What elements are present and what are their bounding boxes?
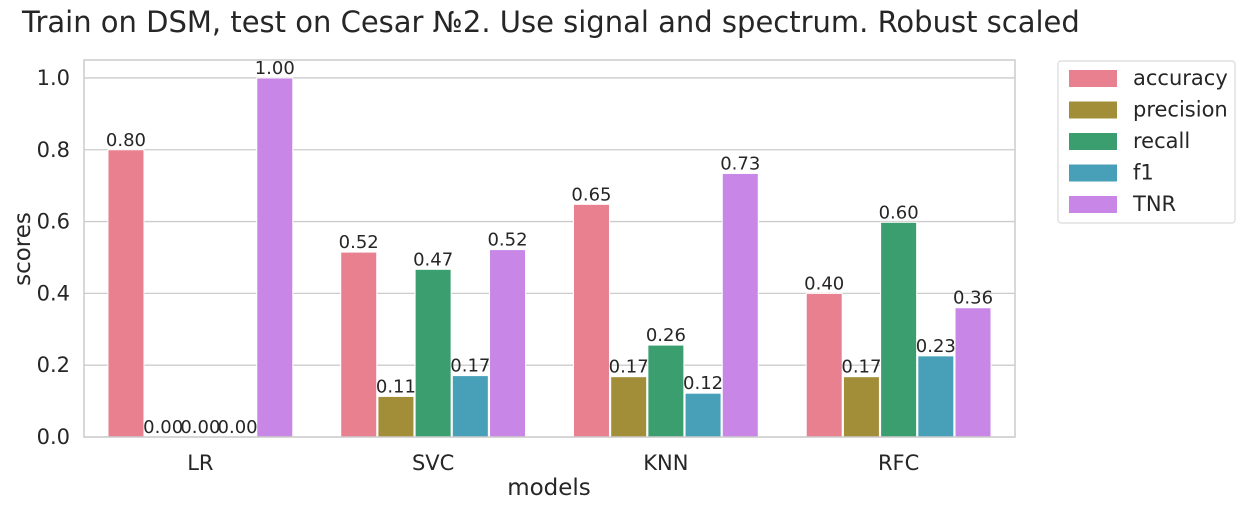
bar-accuracy-RFC <box>805 292 843 438</box>
bar-TNR-SVC <box>489 249 527 438</box>
legend-label-accuracy: accuracy <box>1133 66 1228 90</box>
bar-value-label: 0.00 <box>180 417 220 438</box>
bar-value-label: 0.52 <box>487 230 527 251</box>
x-tick-label: RFC <box>878 451 919 475</box>
y-tick-label: 0.0 <box>37 425 70 449</box>
chart-title: Train on DSM, test on Cesar №2. Use sign… <box>21 5 1080 39</box>
legend-swatch-accuracy <box>1069 70 1117 87</box>
y-tick-label: 0.4 <box>37 281 70 305</box>
bar-value-label: 0.17 <box>841 357 881 378</box>
y-tick-label: 1.0 <box>37 66 70 90</box>
bar-value-label: 0.47 <box>413 249 453 270</box>
bar-recall-RFC <box>880 221 918 438</box>
bar-value-label: 0.36 <box>953 288 993 309</box>
bar-value-label: 0.40 <box>804 273 844 294</box>
bar-value-label: 0.00 <box>143 417 183 438</box>
bars <box>107 77 992 438</box>
bar-f1-SVC <box>451 375 489 438</box>
bar-recall-SVC <box>414 268 452 438</box>
bar-value-label: 0.17 <box>450 356 490 377</box>
bar-value-label: 0.23 <box>916 336 956 357</box>
bar-precision-RFC <box>842 376 880 438</box>
bar-recall-KNN <box>647 344 685 438</box>
y-axis-label: scores <box>10 212 36 286</box>
bar-f1-KNN <box>684 392 722 438</box>
bar-value-label: 1.00 <box>255 58 295 79</box>
x-axis-label: models <box>507 475 591 501</box>
x-axis-ticks: LR SVC KNN RFC <box>187 451 919 475</box>
bar-value-label: 0.65 <box>571 184 611 205</box>
bar-value-label: 0.52 <box>339 232 379 253</box>
legend-swatch-f1 <box>1069 164 1117 182</box>
bar-f1-RFC <box>917 355 955 438</box>
legend-swatch-recall <box>1069 133 1117 150</box>
bar-labels: 0.800.000.000.001.000.520.110.470.170.52… <box>106 58 993 438</box>
bar-value-label: 0.80 <box>106 130 146 151</box>
bar-value-label: 0.17 <box>609 357 649 378</box>
legend-label-precision: precision <box>1133 98 1228 122</box>
x-tick-label: SVC <box>412 451 454 475</box>
bar-value-label: 0.73 <box>720 153 760 174</box>
bar-precision-KNN <box>610 376 648 438</box>
bar-TNR-KNN <box>721 172 759 438</box>
y-tick-label: 0.8 <box>37 138 70 162</box>
legend-swatch-TNR <box>1069 196 1117 213</box>
bar-TNR-LR <box>256 77 294 438</box>
bar-value-label: 0.11 <box>376 376 416 397</box>
x-tick-label: KNN <box>643 451 688 475</box>
legend-label-recall: recall <box>1133 129 1190 153</box>
y-axis-ticks: 0.0 0.2 0.4 0.6 0.8 1.0 <box>37 66 70 449</box>
legend-label-TNR: TNR <box>1132 192 1176 216</box>
y-tick-label: 0.6 <box>37 210 70 234</box>
bar-value-label: 0.00 <box>218 417 258 438</box>
bar-accuracy-LR <box>107 149 145 438</box>
bar-value-label: 0.60 <box>879 202 919 223</box>
bar-accuracy-KNN <box>572 203 610 438</box>
plot-frame <box>83 59 1016 438</box>
y-tick-label: 0.2 <box>37 353 70 377</box>
bar-value-label: 0.12 <box>683 373 723 394</box>
bar-precision-SVC <box>377 395 415 438</box>
bar-TNR-RFC <box>954 307 992 438</box>
legend-swatch-precision <box>1069 101 1117 119</box>
x-tick-label: LR <box>187 451 213 475</box>
bar-accuracy-SVC <box>340 251 378 438</box>
legend-label-f1: f1 <box>1133 161 1154 185</box>
bar-value-label: 0.26 <box>646 325 686 346</box>
legend: accuracy precision recall f1 TNR <box>1057 60 1236 224</box>
